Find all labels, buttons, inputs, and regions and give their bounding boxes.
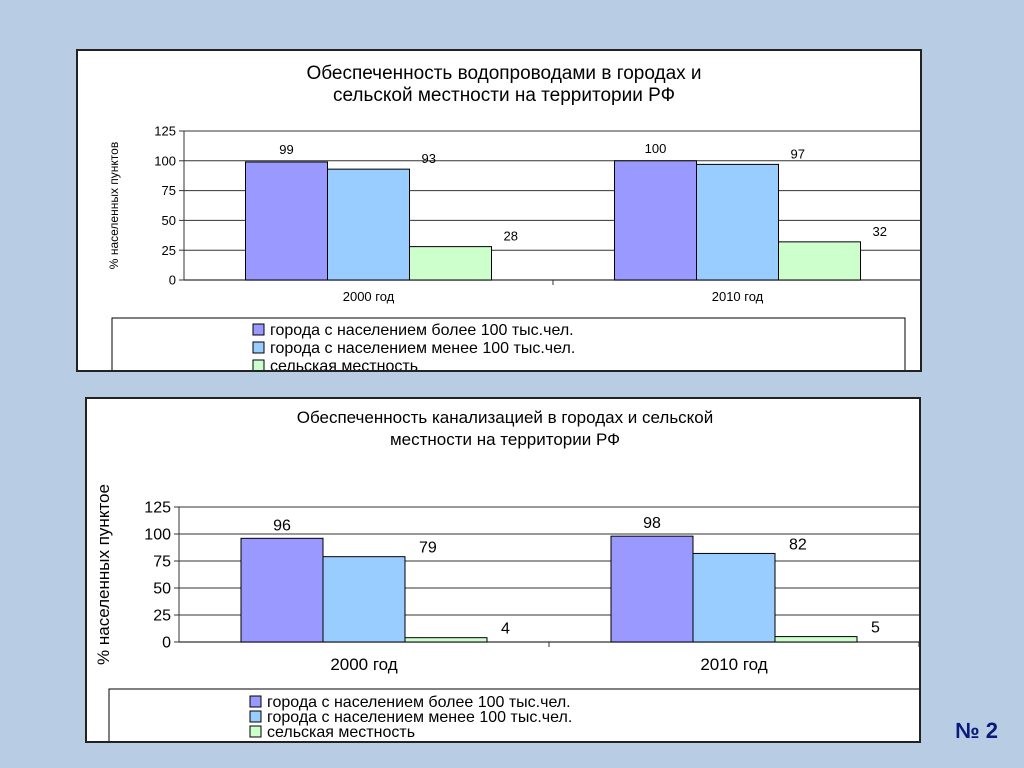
legend-box: [111, 317, 906, 370]
legend-label-series-3: сельская местность: [270, 358, 418, 370]
legend-label-series-1: города с населением более 100 тыс.чел.: [267, 694, 571, 711]
y-tick-label: 25: [162, 243, 176, 258]
bar-series-1: [614, 160, 697, 281]
sewerage-chart: Обеспеченность канализацией в городах и …: [94, 408, 919, 741]
bar-series-3: [409, 246, 492, 281]
legend-label-series-2: города с населением менее 100 тыс.чел.: [270, 340, 575, 357]
bar-series-1: [610, 535, 694, 643]
data-label: 28: [504, 229, 518, 244]
data-label: 4: [501, 621, 510, 638]
chart-title-line-1: Обеспеченность водопроводами в городах и: [306, 63, 701, 84]
legend-box: [108, 688, 919, 741]
y-tick-label: 0: [169, 273, 176, 288]
data-label: 93: [422, 151, 436, 166]
legend-label-series-2: города с населением менее 100 тыс.чел.: [267, 709, 572, 726]
bar-series-3: [778, 241, 861, 281]
y-axis-label: % населенных пунктое: [94, 484, 113, 665]
slide-number: № 2: [955, 718, 998, 743]
legend-swatch-series-3: [252, 359, 265, 370]
water-supply-chart-panel: Обеспеченность водопроводами в городах и…: [76, 49, 922, 372]
bar-series-2: [327, 168, 410, 281]
data-label: 97: [791, 146, 805, 161]
legend-swatch-series-3: [249, 725, 262, 738]
chart-title-line-1: Обеспеченность канализацией в городах и …: [297, 408, 714, 427]
bar-series-3: [774, 636, 858, 643]
chart-title-line-2: сельской местности на территории РФ: [333, 85, 675, 106]
legend-swatch-series-2: [252, 341, 265, 354]
y-tick-label: 100: [144, 527, 171, 544]
y-tick-label: 75: [153, 554, 171, 571]
y-tick-label: 125: [154, 124, 176, 139]
legend-swatch-series-1: [249, 695, 262, 708]
water-supply-chart: Обеспеченность водопроводами в городах и…: [107, 63, 920, 370]
data-label: 82: [789, 536, 807, 553]
data-label: 98: [643, 515, 661, 532]
bar-series-1: [245, 161, 328, 281]
sewerage-chart-panel: Обеспеченность канализацией в городах и …: [85, 397, 921, 743]
x-category-label: 2000 год: [343, 289, 395, 304]
y-tick-label: 50: [153, 581, 171, 598]
bar-series-2: [696, 163, 779, 281]
y-axis-label: % населенных пунктов: [107, 142, 121, 269]
data-label: 79: [419, 540, 437, 557]
y-tick-label: 125: [144, 500, 171, 517]
bar-series-3: [404, 637, 488, 643]
data-label: 5: [871, 620, 880, 637]
y-tick-label: 0: [162, 635, 171, 652]
y-tick-label: 25: [153, 608, 171, 625]
data-label: 99: [279, 142, 293, 157]
chart-title-line-2: местности на территории РФ: [390, 430, 620, 449]
legend-label-series-3: сельская местность: [267, 724, 415, 741]
data-label: 96: [273, 517, 291, 534]
data-label: 32: [873, 224, 887, 239]
legend-swatch-series-1: [252, 323, 265, 336]
x-category-label: 2010 год: [700, 655, 767, 674]
data-label: 100: [645, 141, 667, 156]
x-category-label: 2010 год: [712, 289, 764, 304]
bar-series-2: [692, 552, 776, 643]
bar-series-1: [240, 537, 324, 643]
y-tick-label: 100: [154, 153, 176, 168]
bar-series-2: [322, 556, 406, 643]
legend-label-series-1: города с населением более 100 тыс.чел.: [270, 322, 574, 339]
legend-swatch-series-2: [249, 710, 262, 723]
y-tick-label: 50: [162, 213, 176, 228]
y-tick-label: 75: [162, 183, 176, 198]
x-category-label: 2000 год: [330, 655, 397, 674]
